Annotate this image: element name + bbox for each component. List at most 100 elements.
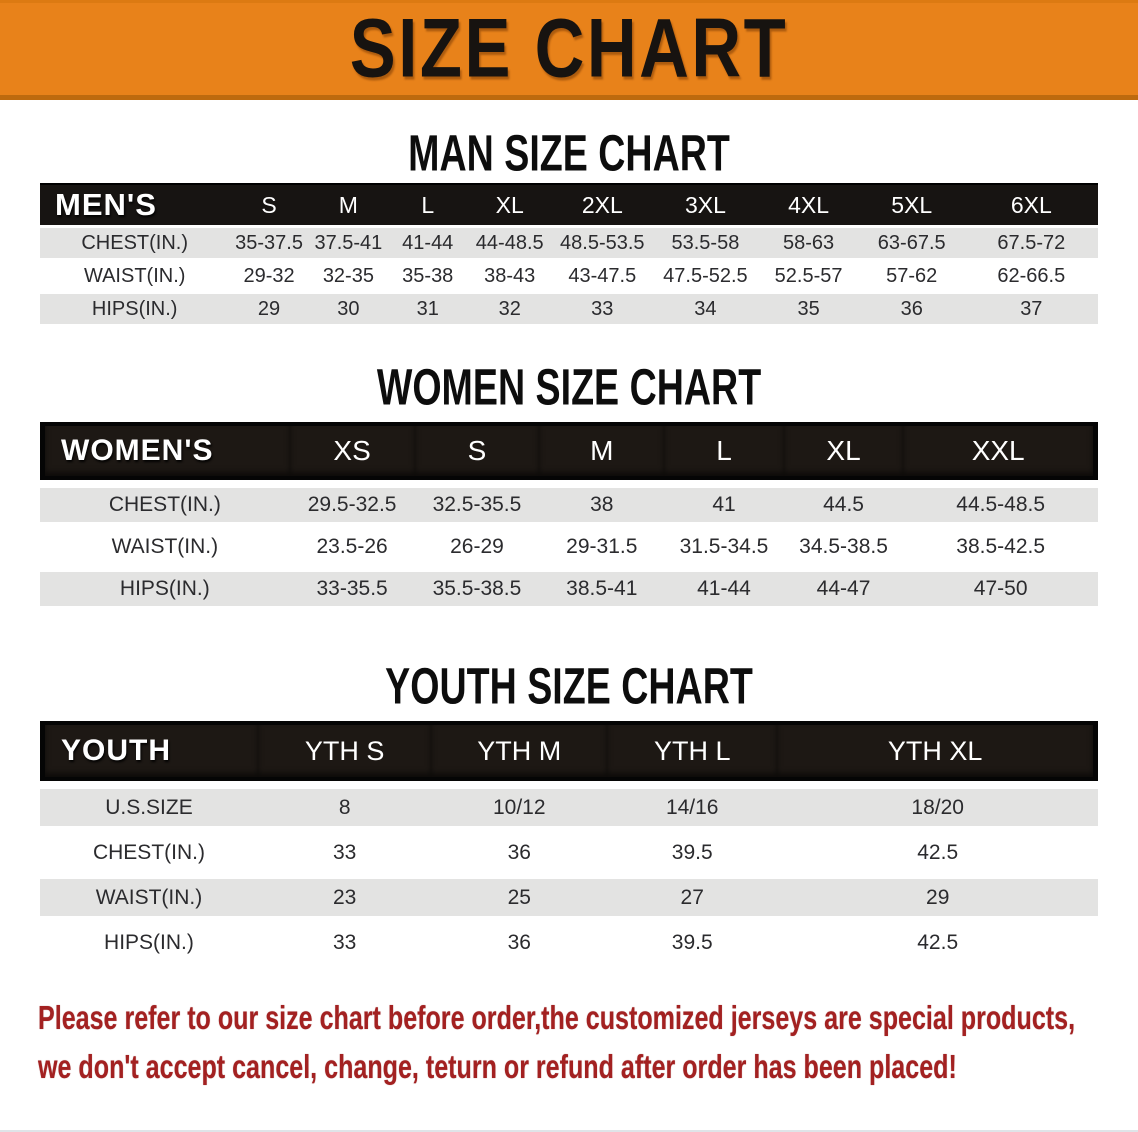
size-value-cell: 39.5 (607, 924, 778, 961)
size-column-header: L (388, 183, 468, 225)
size-column-header: 2XL (552, 183, 653, 225)
size-column-header: YTH S (257, 721, 432, 781)
women-section-heading: WOMEN SIZE CHART (376, 357, 762, 416)
size-value-cell: 62-66.5 (964, 261, 1098, 291)
size-value-cell: 48.5-53.5 (552, 228, 653, 258)
size-column-header: XS (289, 422, 415, 480)
measurement-row: HIPS(IN.) 29 30 31 32 33 34 35 36 37 (40, 294, 1098, 324)
youth-table-corner-label: YOUTH (40, 721, 258, 781)
measurement-row: HIPS(IN.) 33 36 39.5 42.5 (40, 924, 1098, 961)
women-table-corner-label: WOMEN'S (40, 422, 290, 480)
size-column-header: 6XL (964, 183, 1098, 225)
measurement-row: WAIST(IN.) 29-32 32-35 35-38 38-43 43-47.5 47.… (40, 261, 1098, 291)
size-value-cell: 10/12 (431, 789, 608, 826)
measurement-row-label: CHEST(IN.) (40, 228, 230, 258)
youth-section-heading: YOUTH SIZE CHART (385, 656, 753, 715)
size-value-cell: 42.5 (777, 834, 1098, 871)
size-value-cell: 44-47 (783, 572, 904, 606)
size-column-header: M (539, 422, 665, 480)
size-value-cell: 18/20 (777, 789, 1098, 826)
size-column-header: YTH XL (777, 721, 1098, 781)
size-value-cell: 23.5-26 (289, 530, 415, 564)
size-column-header: YTH M (431, 721, 608, 781)
size-value-cell: 38.5-42.5 (903, 530, 1098, 564)
measurement-row-label: WAIST(IN.) (40, 530, 290, 564)
size-column-header: L (664, 422, 784, 480)
men-section-heading: MAN SIZE CHART (408, 123, 730, 182)
size-value-cell: 29-31.5 (539, 530, 665, 564)
women-table-header-row: WOMEN'S XS S M L XL XXL (40, 422, 1098, 480)
size-column-header: 4XL (758, 183, 859, 225)
size-value-cell: 29.5-32.5 (289, 488, 415, 522)
size-value-cell: 14/16 (607, 789, 778, 826)
size-value-cell: 36 (858, 294, 965, 324)
size-value-cell: 63-67.5 (858, 228, 965, 258)
disclaimer-line-1: Please refer to our size chart before or… (38, 999, 1076, 1036)
size-value-cell: 33 (552, 294, 653, 324)
size-value-cell: 57-62 (858, 261, 965, 291)
size-value-cell: 26-29 (414, 530, 540, 564)
size-value-cell: 36 (431, 924, 608, 961)
size-value-cell: 41-44 (664, 572, 784, 606)
measurement-row-label: HIPS(IN.) (40, 924, 258, 961)
size-value-cell: 33-35.5 (289, 572, 415, 606)
size-value-cell: 34.5-38.5 (783, 530, 904, 564)
size-value-cell: 44.5-48.5 (903, 488, 1098, 522)
men-size-table: MEN'S S M L XL 2XL 3XL 4XL 5XL 6XL CHEST(IN.) 35-… (40, 180, 1098, 327)
size-chart-banner: SIZE CHART (0, 0, 1138, 100)
youth-table-header-row: YOUTH YTH S YTH M YTH L YTH XL (40, 721, 1098, 781)
size-column-header: XL (783, 422, 904, 480)
size-column-header: 3XL (652, 183, 759, 225)
size-column-header: M (308, 183, 389, 225)
size-value-cell: 38 (539, 488, 665, 522)
size-value-cell: 53.5-58 (652, 228, 759, 258)
size-column-header: S (414, 422, 540, 480)
size-value-cell: 52.5-57 (758, 261, 859, 291)
size-column-header: 5XL (858, 183, 965, 225)
size-value-cell: 35 (758, 294, 859, 324)
size-column-header: YTH L (607, 721, 778, 781)
size-value-cell: 27 (607, 879, 778, 916)
size-value-cell: 29 (229, 294, 309, 324)
measurement-row-label: CHEST(IN.) (40, 488, 290, 522)
size-value-cell: 35-37.5 (229, 228, 309, 258)
size-value-cell: 34 (652, 294, 759, 324)
banner-title: SIZE CHART (349, 2, 789, 95)
measurement-row: CHEST(IN.) 33 36 39.5 42.5 (40, 834, 1098, 871)
size-value-cell: 42.5 (777, 924, 1098, 961)
size-value-cell: 33 (257, 834, 432, 871)
size-value-cell: 32 (467, 294, 553, 324)
size-value-cell: 47-50 (903, 572, 1098, 606)
size-value-cell: 47.5-52.5 (652, 261, 759, 291)
women-size-table: WOMEN'S XS S M L XL XXL CHEST(IN.) 29.5-32.5 32… (40, 414, 1098, 614)
size-value-cell: 41-44 (388, 228, 468, 258)
size-column-header: XL (467, 183, 553, 225)
size-value-cell: 25 (431, 879, 608, 916)
size-value-cell: 37 (964, 294, 1098, 324)
size-value-cell: 39.5 (607, 834, 778, 871)
size-value-cell: 29-32 (229, 261, 309, 291)
size-value-cell: 30 (308, 294, 389, 324)
measurement-row-label: U.S.SIZE (40, 789, 258, 826)
size-value-cell: 31.5-34.5 (664, 530, 784, 564)
size-value-cell: 23 (257, 879, 432, 916)
youth-size-section: YOUTH SIZE CHART YOUTH YTH S YTH M YTH L YT… (0, 656, 1138, 969)
measurement-row-label: HIPS(IN.) (40, 572, 290, 606)
men-table-corner-label: MEN'S (40, 183, 230, 225)
size-value-cell: 31 (388, 294, 468, 324)
measurement-row: HIPS(IN.) 33-35.5 35.5-38.5 38.5-41 41-44 44-… (40, 572, 1098, 606)
size-value-cell: 41 (664, 488, 784, 522)
measurement-row-label: WAIST(IN.) (40, 261, 230, 291)
youth-size-table: YOUTH YTH S YTH M YTH L YTH XL U.S.SIZE 8 10/… (40, 713, 1098, 969)
women-size-section: WOMEN SIZE CHART WOMEN'S XS S M L XL XXL CHES… (0, 357, 1138, 614)
measurement-row: CHEST(IN.) 29.5-32.5 32.5-35.5 38 41 44.5 44.5… (40, 488, 1098, 522)
size-column-header: XXL (903, 422, 1098, 480)
measurement-row: U.S.SIZE 8 10/12 14/16 18/20 (40, 789, 1098, 826)
order-disclaimer: Please refer to our size chart before or… (38, 993, 1138, 1091)
size-value-cell: 67.5-72 (964, 228, 1098, 258)
measurement-row-label: WAIST(IN.) (40, 879, 258, 916)
disclaimer-line-2: we don't accept cancel, change, teturn o… (38, 1048, 957, 1085)
size-value-cell: 43-47.5 (552, 261, 653, 291)
size-value-cell: 38-43 (467, 261, 553, 291)
size-value-cell: 36 (431, 834, 608, 871)
